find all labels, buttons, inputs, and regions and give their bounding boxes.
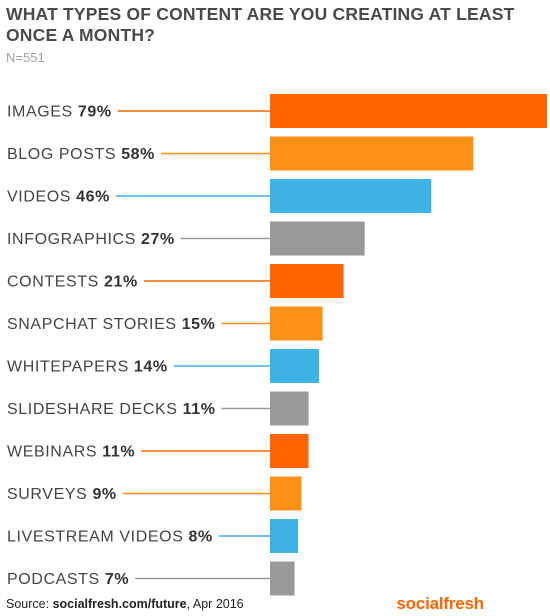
bar <box>270 94 547 128</box>
bar-row: IMAGES 79% <box>7 94 547 128</box>
bar <box>270 264 344 298</box>
value-label: 21% <box>104 274 138 291</box>
category-label: CONTESTS 21% <box>7 274 138 291</box>
category-label: SLIDESHARE DECKS 11% <box>7 401 216 418</box>
category-name: SNAPCHAT STORIES <box>7 316 182 333</box>
category-name: WHITEPAPERS <box>7 359 134 376</box>
bar-row: LIVESTREAM VIDEOS 8% <box>7 519 299 553</box>
value-label: 7% <box>105 571 129 588</box>
value-label: 58% <box>121 146 155 163</box>
category-label: WEBINARS 11% <box>7 444 135 461</box>
value-label: 27% <box>141 231 175 248</box>
bar <box>270 136 474 171</box>
category-label: LIVESTREAM VIDEOS 8% <box>7 529 213 546</box>
category-name: CONTESTS <box>7 274 104 291</box>
source-date: , Apr 2016 <box>186 597 244 611</box>
value-label: 14% <box>134 359 168 376</box>
category-name: INFOGRAPHICS <box>7 231 141 248</box>
value-label: 11% <box>183 401 216 418</box>
bar <box>270 561 295 596</box>
category-name: WEBINARS <box>7 444 102 461</box>
bar <box>270 476 302 511</box>
source-note: Source: socialfresh.com/future, Apr 2016 <box>6 597 244 611</box>
bar-row: WEBINARS 11% <box>7 434 309 468</box>
category-name: PODCASTS <box>7 571 105 588</box>
bar <box>270 349 320 383</box>
source-link[interactable]: socialfresh.com/future <box>52 597 187 611</box>
category-label: SURVEYS 9% <box>7 486 117 503</box>
source-prefix: Source: <box>6 597 53 611</box>
category-label: IMAGES 79% <box>7 104 112 121</box>
bar-row: VIDEOS 46% <box>7 179 432 213</box>
sample-size: N=551 <box>6 50 45 65</box>
bar <box>270 179 432 213</box>
bar-row: WHITEPAPERS 14% <box>7 349 320 383</box>
bar <box>270 391 309 426</box>
value-label: 79% <box>78 104 112 121</box>
category-name: VIDEOS <box>7 189 76 206</box>
category-label: PODCASTS 7% <box>7 571 129 588</box>
category-label: WHITEPAPERS 14% <box>7 359 168 376</box>
bar <box>270 306 323 341</box>
category-label: BLOG POSTS 58% <box>7 146 155 163</box>
value-label: 9% <box>92 486 116 503</box>
category-name: SURVEYS <box>7 486 92 503</box>
category-name: SLIDESHARE DECKS <box>7 401 183 418</box>
category-label: INFOGRAPHICS 27% <box>7 231 175 248</box>
bar-row: INFOGRAPHICS 27% <box>7 221 365 256</box>
bar-row: SLIDESHARE DECKS 11% <box>7 391 309 426</box>
category-name: IMAGES <box>7 104 78 121</box>
bar <box>270 221 365 256</box>
bar-row: SNAPCHAT STORIES 15% <box>7 306 323 341</box>
brand-logo: socialfresh <box>396 594 484 613</box>
bar-row: BLOG POSTS 58% <box>7 136 474 171</box>
bar <box>270 434 309 468</box>
bar-row: PODCASTS 7% <box>7 561 295 596</box>
bar <box>270 519 299 553</box>
value-label: 11% <box>102 444 135 461</box>
bar-row: SURVEYS 9% <box>7 476 302 511</box>
chart-title: WHAT TYPES OF CONTENT ARE YOU CREATING A… <box>6 4 515 45</box>
bar-row: CONTESTS 21% <box>7 264 344 298</box>
value-label: 15% <box>182 316 216 333</box>
category-label: VIDEOS 46% <box>7 189 110 206</box>
category-name: BLOG POSTS <box>7 146 121 163</box>
category-label: SNAPCHAT STORIES 15% <box>7 316 216 333</box>
category-name: LIVESTREAM VIDEOS <box>7 529 189 546</box>
value-label: 46% <box>76 189 110 206</box>
value-label: 8% <box>189 529 213 546</box>
